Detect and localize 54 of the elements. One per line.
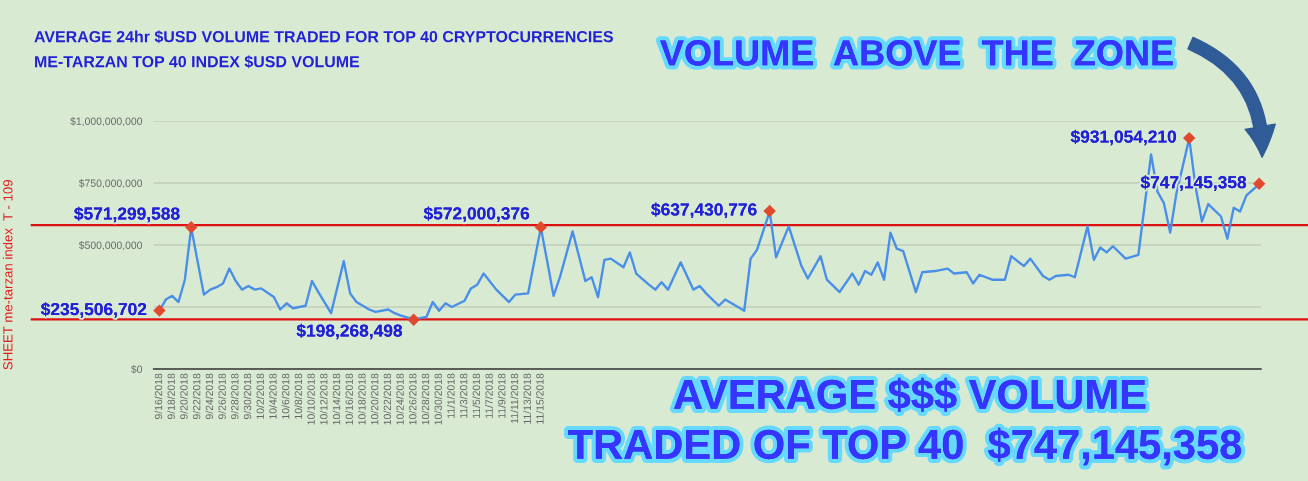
x-tick-label: 9/30/2018 (243, 373, 252, 420)
x-tick-label: 10/20/2018 (370, 373, 379, 425)
x-tick-label: 10/2/2018 (256, 373, 264, 419)
x-tick-label: 10/10/2018 (307, 373, 315, 425)
y-axis-title: SHEET me-tarzan index T - 109 (2, 180, 13, 370)
x-tick-label: 9/26/2018 (218, 373, 226, 420)
data-label: $235,506,702 (40, 302, 147, 318)
x-tick-label: 11/1/2018 (446, 373, 455, 418)
chart-title: AVERAGE 24hr $USD VOLUME TRADED FOR TOP 40 CRYPTOCURRENCIES (34, 30, 613, 44)
x-tick-label: 11/11/2018 (510, 373, 519, 423)
x-tick-label: 10/16/2018 (345, 373, 353, 425)
x-tick-label: 9/22/2018 (192, 373, 201, 420)
x-tick-label: 11/7/2018 (485, 373, 493, 418)
x-tick-label: 11/13/2018 (523, 373, 531, 424)
point (1183, 131, 1196, 145)
x-tick-label: 10/22/2018 (383, 373, 392, 425)
x-tick-label: 10/18/2018 (357, 373, 366, 425)
text: TRADED OF TOP 40 $747,145,358 (568, 427, 1242, 466)
x-tick-label: 11/15/2018 (535, 373, 544, 424)
x-tick-label: 9/16/2018 (154, 373, 163, 420)
data-label: $198,268,498 (296, 323, 403, 340)
y-tick-label: $0 (131, 365, 143, 374)
x-tick-label: 9/18/2018 (167, 373, 175, 420)
x-tick-label: 11/9/2018 (497, 373, 506, 418)
x-tick-label: 10/14/2018 (332, 373, 341, 425)
x-tick-label: 10/30/2018 (434, 373, 442, 425)
x-tick-label: 11/5/2018 (472, 373, 481, 418)
x-tick-label: 10/6/2018 (281, 373, 290, 419)
text: VOLUME ABOVE THE ZONE (660, 40, 1173, 66)
chart-subtitle: ME-TARZAN TOP 40 INDEX $USD VOLUME (35, 55, 360, 69)
text: AVERAGE $$$ VOLUME (674, 377, 1146, 412)
x-tick-label: 9/20/2018 (180, 373, 188, 420)
x-tick-label: 10/28/2018 (421, 373, 430, 425)
x-tick-label: 10/26/2018 (408, 373, 417, 425)
y-tick-label: $500,000,000 (78, 241, 143, 251)
data-label: $571,299,588 (74, 206, 180, 223)
data-label: $637,430,776 (651, 202, 757, 219)
point (185, 221, 198, 234)
point (763, 204, 776, 218)
point (1252, 177, 1266, 190)
x-tick-label: 10/12/2018 (319, 373, 328, 425)
y-tick-label: $750,000,000 (78, 179, 143, 189)
x-tick-label: 9/28/2018 (230, 373, 239, 420)
x-tick-label: 9/24/2018 (205, 373, 214, 420)
y-tick-label: $1,000,000,000 (70, 117, 143, 127)
point (534, 220, 548, 234)
x-tick-label: 11/3/2018 (459, 373, 468, 418)
data-label: $572,000,376 (423, 206, 530, 223)
x-tick-label: 10/24/2018 (396, 373, 404, 425)
x-tick-label: 10/4/2018 (268, 373, 277, 419)
point (407, 313, 420, 327)
data-label: $931,054,210 (1070, 129, 1177, 146)
x-tick-label: 10/8/2018 (294, 373, 303, 419)
point (153, 304, 166, 317)
